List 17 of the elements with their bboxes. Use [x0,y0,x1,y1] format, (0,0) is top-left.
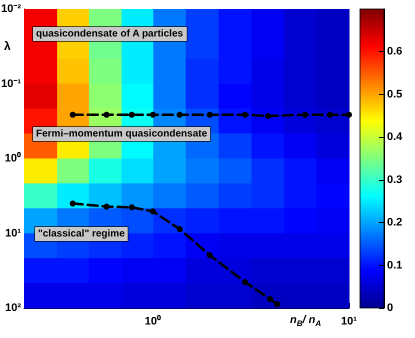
y-tick-label: 10¹ [5,227,22,240]
y-tick-label: 10² [5,302,22,314]
annotation: "classical" regime [38,228,126,240]
color-bar-label: 0.6 [387,46,402,58]
y-tick-label: 10⁻² [1,3,22,15]
x-axis-title: n$_{B}$/ n$_{A}$ [290,314,322,328]
color-bar-label: 0.1 [387,259,402,272]
color-bar-label: 0.3 [387,174,402,186]
color-bar-label: 0 [387,302,394,314]
y-axis-title: λ [4,39,11,53]
annotation: Fermi–momentum quasicondensate [36,128,208,140]
annotation: quasicondensate of A particles [36,28,184,40]
color-bar-label: 0.5 [387,88,402,100]
y-tick-label: 10⁰ [4,152,21,164]
color-bar-label: 0.4 [387,131,404,144]
color-bar-label: 0.2 [387,216,402,229]
y-tick-label: 10⁻¹ [1,78,22,90]
